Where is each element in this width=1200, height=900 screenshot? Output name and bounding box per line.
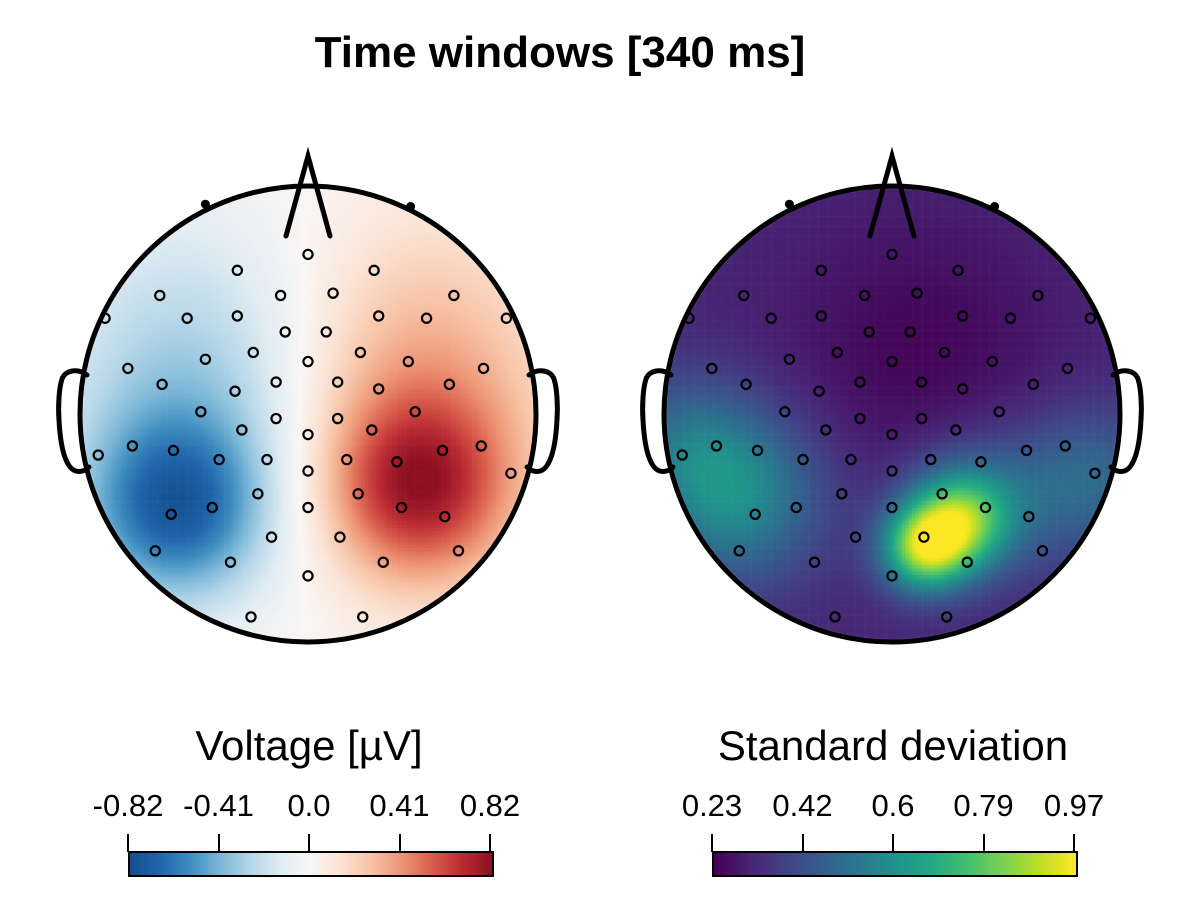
colorbar-ticklabel: -0.82 [92, 788, 164, 823]
colorbar-ticklabel: 0.0 [287, 788, 331, 823]
colorbar-tickmark [489, 834, 491, 852]
colorbar-tickmark [217, 834, 220, 852]
colorbar-ticklabel: 0.79 [953, 788, 1014, 823]
colorbar-tickmark [801, 834, 804, 852]
colorbar-tickmark [711, 834, 713, 852]
colorbar-tickmark [892, 834, 894, 852]
colorbar-ticklabel: 0.42 [772, 788, 833, 823]
colorbar-tickmark [982, 834, 985, 852]
colorbar-tickmark [398, 834, 401, 852]
colorbar-ticklabel: 0.82 [459, 788, 521, 823]
colorbar-ticklabel: -0.41 [183, 788, 254, 823]
colorbar-ticklabel: 0.97 [1043, 788, 1105, 823]
colorbar-gradient-std [712, 851, 1078, 877]
colorbar-tickmark [127, 834, 129, 852]
topomap-field-canvas-std [664, 186, 1120, 642]
figure-title: Time windows [340 ms] [314, 28, 806, 77]
colorbar-label-std: Standard deviation [717, 722, 1069, 769]
colorbar-label-mean: Voltage [µV] [195, 722, 423, 769]
colorbar-ticklabel: 0.23 [681, 788, 743, 823]
colorbar-tickmark [308, 834, 310, 852]
colorbar-tickmark [1073, 834, 1075, 852]
colorbar-ticklabel: 0.6 [871, 788, 915, 823]
colorbar-gradient-mean [128, 851, 494, 877]
topomap-field-canvas-mean [80, 186, 536, 642]
colorbar-ticklabel: 0.41 [369, 788, 430, 823]
